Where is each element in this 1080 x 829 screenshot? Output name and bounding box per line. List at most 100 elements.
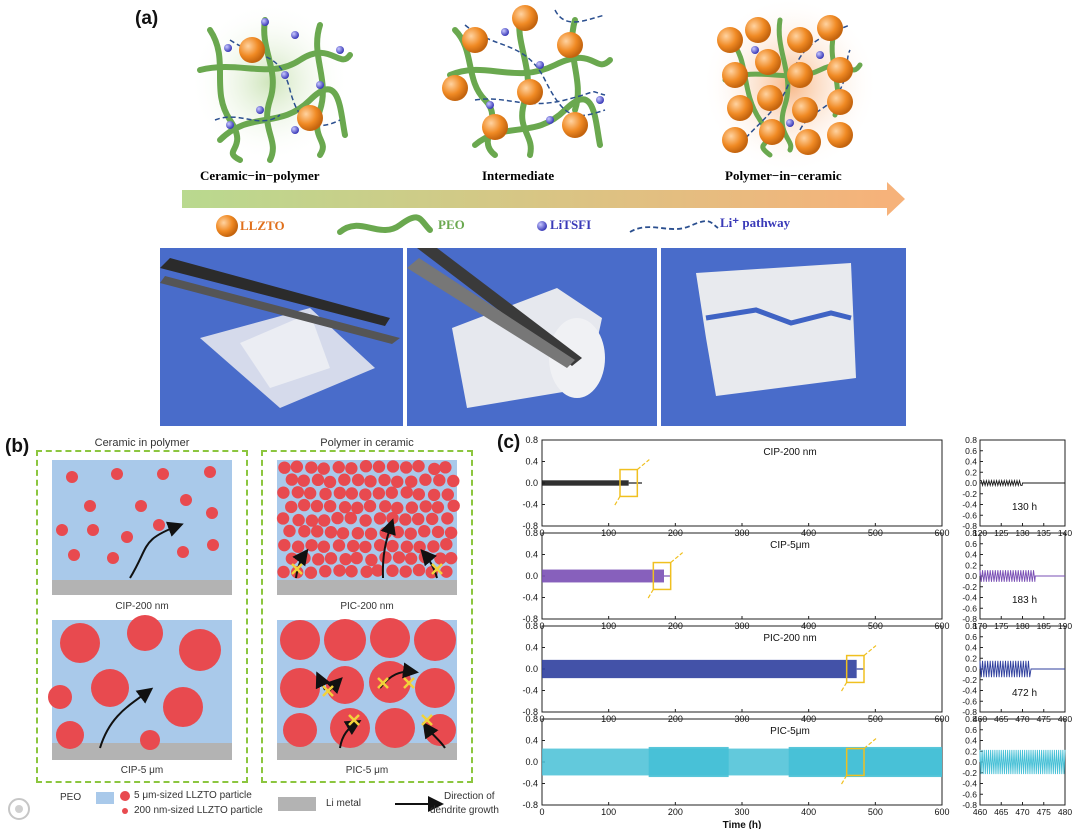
inset-x-tick-label: 465 bbox=[994, 807, 1008, 817]
pic-200nm-illustration bbox=[276, 459, 460, 595]
x-tick-label: 0 bbox=[539, 807, 544, 817]
chart-title: PIC-200 nm bbox=[763, 633, 816, 644]
small-particle bbox=[404, 527, 417, 540]
inset-y-tick-label: -0.8 bbox=[962, 800, 977, 810]
small-particle bbox=[332, 539, 346, 552]
chart-title: CIP-200 nm bbox=[763, 447, 816, 458]
inset-series bbox=[979, 570, 1065, 582]
small-particle bbox=[276, 512, 290, 525]
stage-ceramic-in-polymer-illustration bbox=[190, 2, 353, 163]
y-tick-label: -0.4 bbox=[522, 686, 538, 696]
small-particle bbox=[345, 487, 359, 500]
zoom-box bbox=[845, 654, 865, 684]
small-particle bbox=[324, 552, 338, 565]
small-particle bbox=[419, 500, 432, 513]
inset-x-tick-label: 475 bbox=[1037, 807, 1051, 817]
panel-label-b: (b) bbox=[5, 436, 30, 457]
small-particle bbox=[391, 525, 405, 539]
small-particle bbox=[399, 513, 412, 526]
small-particle bbox=[373, 539, 387, 552]
small-particle bbox=[364, 475, 377, 488]
small-particle bbox=[277, 486, 290, 499]
small-particle bbox=[427, 540, 440, 553]
small-particle bbox=[386, 539, 399, 553]
watermark-logo bbox=[6, 796, 84, 822]
small-particle bbox=[324, 526, 338, 539]
small-particle bbox=[360, 565, 373, 578]
y-tick-label: -0.8 bbox=[522, 707, 538, 717]
failure-time-label: 130 h bbox=[1012, 502, 1037, 513]
inset-y-tick-label: -0.8 bbox=[962, 707, 977, 717]
small-particle bbox=[359, 514, 372, 527]
inset-y-tick-label: 0.6 bbox=[965, 446, 977, 456]
inset-y-tick-label: 0.8 bbox=[965, 435, 977, 445]
small-particle bbox=[391, 475, 404, 488]
inset-series bbox=[979, 478, 1065, 488]
series-band bbox=[542, 659, 857, 679]
x-tick-label: 400 bbox=[801, 807, 816, 817]
small-particle bbox=[371, 564, 384, 577]
small-particle bbox=[379, 500, 392, 513]
small-particle bbox=[305, 514, 319, 527]
small-particle bbox=[372, 487, 386, 500]
legend-peo-icon bbox=[337, 214, 433, 235]
small-particle bbox=[447, 499, 460, 512]
inset-y-tick-label: 0.4 bbox=[965, 457, 977, 467]
inset-y-tick-label: 0.6 bbox=[965, 725, 977, 735]
y-tick-label: 0.0 bbox=[525, 664, 538, 674]
small-particle bbox=[351, 473, 365, 487]
cip-200nm-illustration bbox=[52, 460, 232, 595]
x-tick-label: 500 bbox=[868, 807, 883, 817]
small-particle bbox=[444, 551, 458, 565]
small-particle bbox=[333, 564, 346, 577]
zoom-line bbox=[646, 589, 654, 600]
y-tick-label: 0.8 bbox=[525, 435, 538, 445]
small-particle bbox=[291, 540, 305, 553]
legend-peo-text: PEO bbox=[60, 792, 82, 803]
small-particle bbox=[332, 461, 345, 474]
small-particle bbox=[412, 459, 425, 473]
inset-y-tick-label: 0.8 bbox=[965, 528, 977, 538]
inset-frame bbox=[979, 718, 1066, 806]
zoom-line bbox=[840, 775, 848, 786]
small-particle bbox=[310, 499, 324, 513]
x-tick-label: 200 bbox=[668, 807, 683, 817]
zoom-box bbox=[652, 561, 672, 591]
panel-label-a: (a) bbox=[135, 8, 159, 29]
legend-direction-text-2: dendrite growth bbox=[430, 805, 499, 816]
inset-y-tick-label: -0.6 bbox=[962, 603, 977, 613]
zoom-box bbox=[619, 468, 639, 498]
y-tick-label: 0.4 bbox=[525, 643, 538, 653]
inset-x-tick-label: 460 bbox=[973, 807, 987, 817]
small-particle bbox=[350, 551, 363, 565]
progression-arrow bbox=[182, 182, 905, 216]
small-particle bbox=[312, 553, 325, 566]
small-particle bbox=[386, 460, 400, 473]
small-particle bbox=[440, 538, 453, 551]
y-tick-label: 0.8 bbox=[525, 714, 538, 724]
inset-series bbox=[979, 660, 1065, 678]
small-particle bbox=[364, 527, 378, 540]
inset-y-tick-label: 0.4 bbox=[965, 643, 977, 653]
inset-y-tick-label: -0.2 bbox=[962, 768, 977, 778]
small-particle bbox=[345, 565, 358, 578]
stage-label-intermediate: Intermediate bbox=[482, 168, 555, 183]
panel-b-title-left: Ceramic in polymer bbox=[94, 437, 190, 449]
small-particle bbox=[400, 540, 414, 553]
small-particle bbox=[303, 487, 317, 500]
small-particle bbox=[351, 527, 365, 540]
zoom-line bbox=[613, 496, 621, 507]
inset-y-tick-label: -0.6 bbox=[962, 510, 977, 520]
zoom-line bbox=[636, 459, 650, 471]
inset-y-tick-label: 0.4 bbox=[965, 550, 977, 560]
small-particle bbox=[305, 461, 318, 474]
caption-cip-5um: CIP-5 μm bbox=[120, 765, 164, 776]
caption-cip-200nm: CIP-200 nm bbox=[115, 601, 169, 612]
small-particle bbox=[365, 553, 378, 567]
y-tick-label: 0.0 bbox=[525, 757, 538, 767]
small-particle bbox=[400, 486, 413, 499]
x-tick-label: 600 bbox=[934, 807, 949, 817]
small-particle bbox=[428, 462, 441, 476]
cip-5um-illustration bbox=[48, 615, 232, 760]
small-particle bbox=[378, 473, 391, 487]
